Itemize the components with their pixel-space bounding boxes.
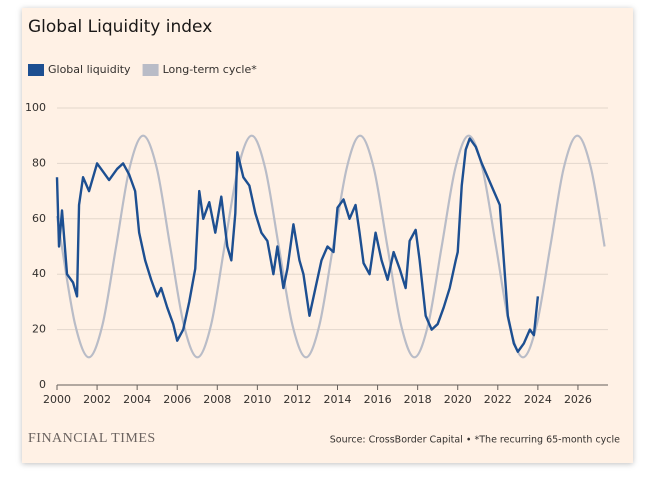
chart-title: Global Liquidity index — [28, 17, 212, 37]
x-tick-label: 2006 — [163, 393, 191, 406]
x-tick-label: 2002 — [83, 393, 111, 406]
plot-area: 0 20 40 60 80 100 2000 2002 2004 2006 2008 2010 2012… — [25, 101, 608, 406]
x-tick-label: 2024 — [524, 393, 552, 406]
y-tick-label: 40 — [32, 267, 46, 280]
x-tick-label: 2000 — [43, 393, 71, 406]
x-tick-label: 2004 — [123, 393, 151, 406]
x-tick-label: 2022 — [484, 393, 512, 406]
x-tick-label: 2018 — [404, 393, 432, 406]
y-tick-label: 100 — [25, 101, 46, 114]
source: Source: CrossBorder Capital • *The recur… — [330, 435, 620, 446]
brand: FINANCIAL TIMES — [28, 431, 156, 446]
x-tick-label: 2014 — [324, 393, 352, 406]
x-tick-label: 2016 — [364, 393, 392, 406]
legend: Global liquidity Long-term cycle* — [28, 63, 257, 76]
y-tick-label: 60 — [32, 212, 46, 225]
y-tick-label: 0 — [39, 378, 46, 391]
x-tick-label: 2020 — [444, 393, 472, 406]
x-tick-label: 2012 — [283, 393, 311, 406]
panel — [22, 8, 633, 463]
legend-swatch — [142, 64, 159, 76]
legend-swatch — [28, 64, 44, 76]
y-tick-label: 80 — [32, 156, 46, 169]
y-tick-label: 20 — [32, 323, 46, 336]
series-line — [55, 137, 540, 353]
legend-label: Long-term cycle* — [163, 63, 258, 76]
legend-label: Global liquidity — [48, 63, 131, 76]
x-tick-label: 2026 — [564, 393, 592, 406]
x-tick-label: 2008 — [203, 393, 231, 406]
x-tick-label: 2010 — [243, 393, 271, 406]
